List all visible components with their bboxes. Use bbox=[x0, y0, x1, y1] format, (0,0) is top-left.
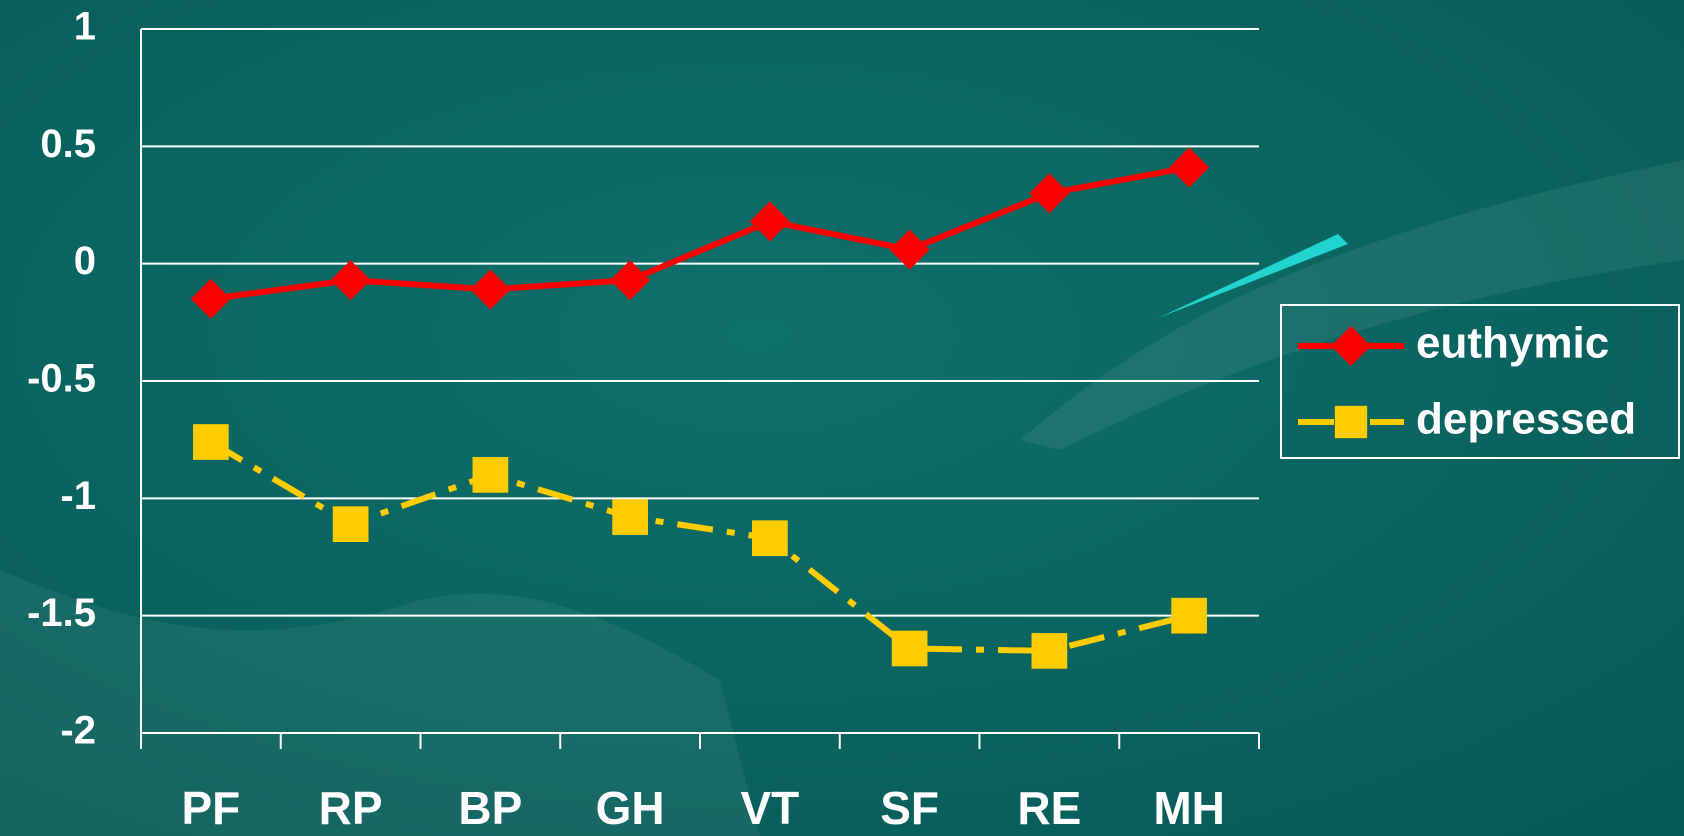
x-tick-label: RP bbox=[319, 782, 383, 834]
legend-marker bbox=[1335, 406, 1367, 438]
data-point bbox=[193, 424, 229, 460]
x-tick-label: PF bbox=[181, 782, 240, 834]
y-tick-label: -2 bbox=[60, 709, 96, 753]
data-point bbox=[1032, 633, 1068, 669]
y-tick-label: -0.5 bbox=[27, 357, 96, 401]
x-tick-label: MH bbox=[1153, 782, 1225, 834]
y-tick-label: 0.5 bbox=[40, 122, 96, 166]
x-tick-label: BP bbox=[458, 782, 522, 834]
y-tick-label: -1 bbox=[60, 474, 96, 518]
page: {"chart_data": {"type": "line", "categor… bbox=[0, 0, 1684, 836]
x-tick-label: GH bbox=[596, 782, 665, 834]
data-point bbox=[333, 506, 369, 542]
x-tick-label: SF bbox=[880, 782, 939, 834]
x-tick-label: RE bbox=[1017, 782, 1081, 834]
data-point bbox=[1171, 598, 1207, 634]
data-point bbox=[752, 520, 788, 556]
y-tick-label: -1.5 bbox=[27, 591, 96, 635]
data-point bbox=[612, 499, 648, 535]
legend-label: depressed bbox=[1416, 395, 1636, 444]
x-tick-label: VT bbox=[740, 782, 799, 834]
data-point bbox=[473, 457, 509, 493]
data-point bbox=[892, 631, 928, 667]
legend-label: euthymic bbox=[1416, 319, 1609, 368]
y-tick-label: 1 bbox=[74, 5, 96, 49]
chart: -2 -1.5 -1 -0.5 0 0.5 1 PF RP BP GH VT SF RE MH euthymi… bbox=[0, 0, 1684, 836]
y-tick-label: 0 bbox=[74, 239, 96, 283]
